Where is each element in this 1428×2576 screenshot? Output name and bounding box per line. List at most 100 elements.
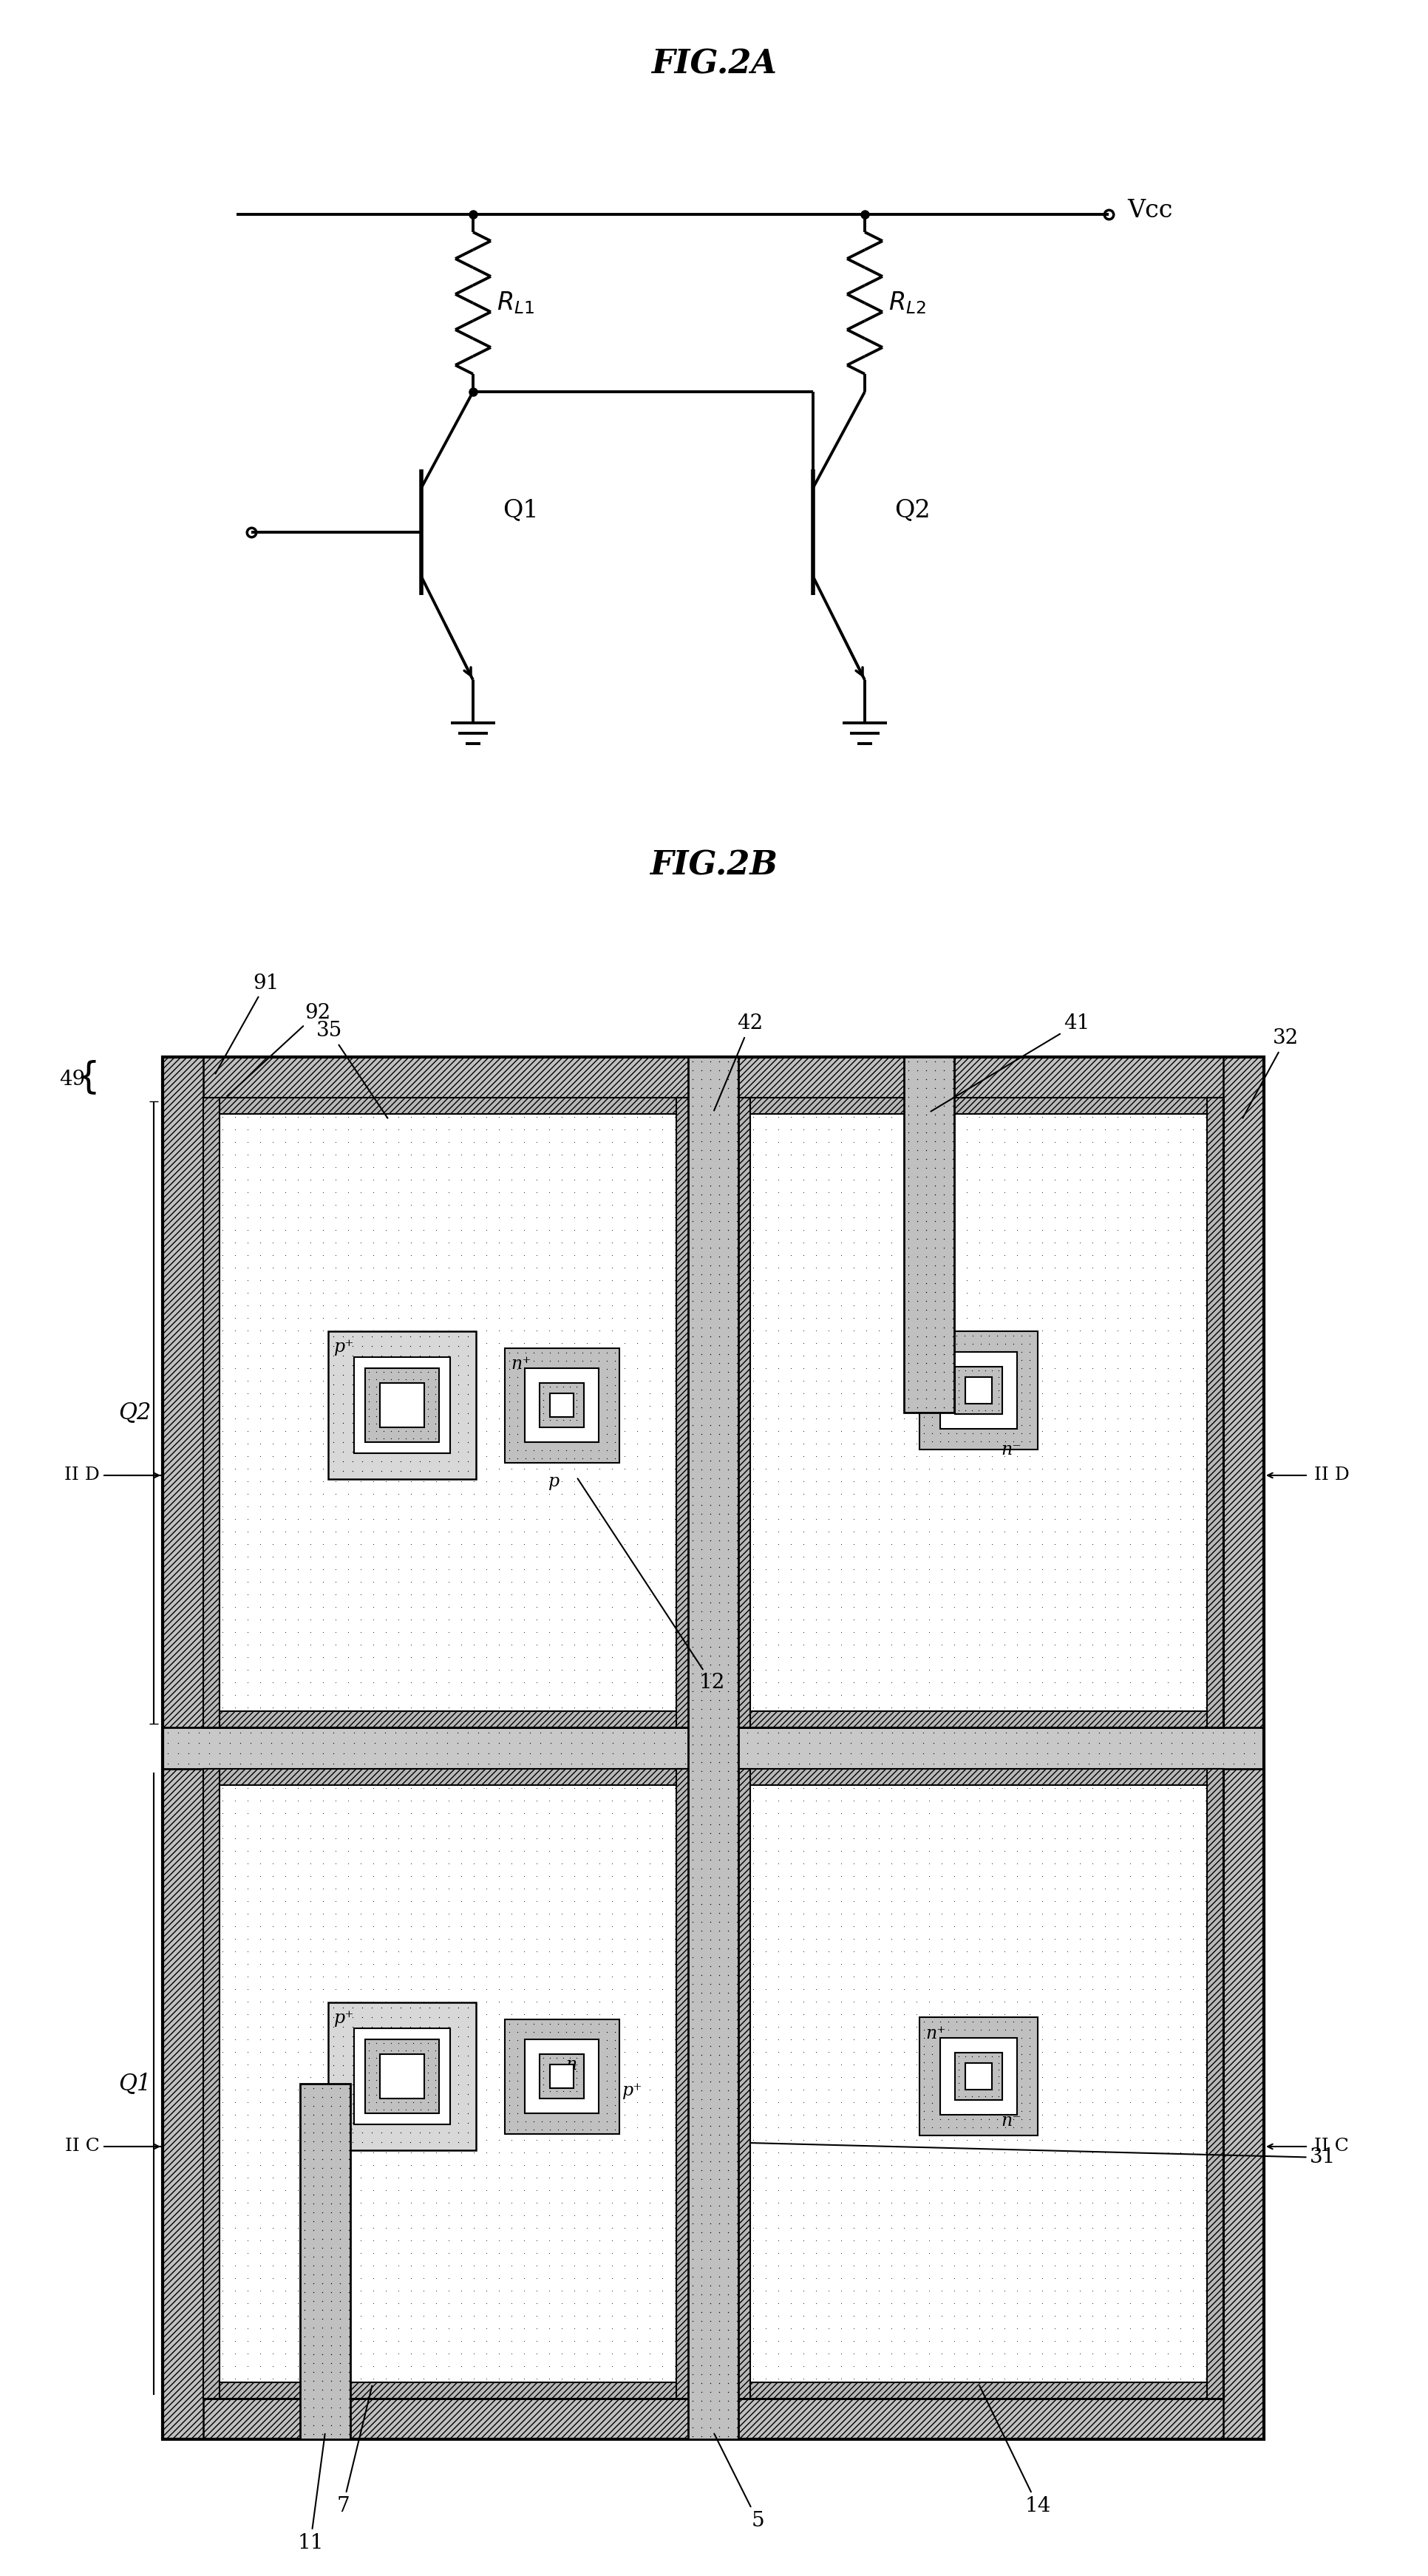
Bar <box>163 2398 1264 2439</box>
Bar <box>328 2002 476 2151</box>
Text: n⁻: n⁻ <box>1001 1440 1021 1458</box>
Bar <box>163 1056 1264 2439</box>
Bar <box>163 1728 1264 1770</box>
Text: n⁺: n⁺ <box>511 1355 531 1373</box>
Bar <box>203 1770 693 1785</box>
Bar <box>693 1056 734 2439</box>
Bar <box>920 1332 1038 1450</box>
Text: p⁺: p⁺ <box>334 2009 354 2027</box>
Bar <box>540 1383 584 1427</box>
Bar <box>203 1770 220 2398</box>
Text: 31: 31 <box>751 2143 1337 2166</box>
Bar <box>366 1368 438 1443</box>
Text: n: n <box>565 2056 577 2074</box>
Text: 49: 49 <box>59 1069 86 1090</box>
Bar <box>354 1358 450 1453</box>
Text: 5: 5 <box>714 2434 764 2530</box>
Bar <box>328 1332 476 1479</box>
Bar <box>1207 1097 1224 1728</box>
Bar <box>920 2017 1038 2136</box>
Bar <box>203 1097 693 1728</box>
Bar <box>300 2084 350 2439</box>
Text: II D: II D <box>64 1466 100 1484</box>
Bar <box>506 2020 620 2133</box>
Bar <box>366 2040 438 2112</box>
Bar <box>506 2020 620 2133</box>
Text: 92: 92 <box>227 1002 331 1097</box>
Text: 14: 14 <box>980 2385 1051 2517</box>
Text: Q2: Q2 <box>119 1401 151 1425</box>
Text: II D: II D <box>1314 1466 1349 1484</box>
Text: 41: 41 <box>931 1015 1090 1110</box>
Bar <box>734 1770 1224 1785</box>
Bar <box>550 1394 574 1417</box>
Bar <box>540 2053 584 2099</box>
Bar <box>677 1770 693 2398</box>
Bar <box>524 1368 598 1443</box>
Text: FIG.2B: FIG.2B <box>650 850 778 881</box>
Bar <box>955 2053 1002 2099</box>
Bar <box>688 1056 738 2439</box>
Bar <box>506 1347 620 1463</box>
Bar <box>677 1097 693 1728</box>
Text: 32: 32 <box>1242 1028 1299 1118</box>
Text: II C: II C <box>66 2138 100 2156</box>
Bar <box>904 1056 954 1412</box>
Text: p: p <box>548 1473 560 1489</box>
Bar <box>734 1710 1224 1728</box>
Bar <box>163 1056 203 2439</box>
Bar <box>203 1770 693 2398</box>
Bar <box>734 1097 1224 1728</box>
Bar <box>506 1347 620 1463</box>
Bar <box>354 2027 450 2125</box>
Bar <box>1207 1770 1224 2398</box>
Bar <box>904 1056 954 1412</box>
Bar <box>688 1056 738 2439</box>
Bar <box>1224 1056 1264 2439</box>
Text: 35: 35 <box>317 1020 387 1118</box>
Bar <box>203 1097 220 1728</box>
Bar <box>734 1097 750 1728</box>
Bar <box>540 2053 584 2099</box>
Text: Q1: Q1 <box>119 2071 151 2094</box>
Text: {: { <box>77 1059 100 1095</box>
Bar <box>524 2040 598 2112</box>
Text: Q2: Q2 <box>894 497 930 523</box>
Bar <box>734 2383 1224 2398</box>
Bar <box>380 1383 424 1427</box>
Text: 7: 7 <box>337 2385 373 2517</box>
Bar <box>955 1368 1002 1414</box>
Bar <box>328 1332 476 1479</box>
Bar <box>366 1368 438 1443</box>
Text: n⁺: n⁺ <box>925 2025 945 2043</box>
Bar <box>965 2063 992 2089</box>
Text: n⁺: n⁺ <box>925 1340 945 1355</box>
Bar <box>734 1097 1224 1728</box>
Bar <box>380 2053 424 2099</box>
Bar <box>328 2002 476 2151</box>
Text: 12: 12 <box>578 1479 725 1692</box>
Bar <box>300 2084 350 2439</box>
Bar <box>734 1770 750 2398</box>
Bar <box>550 2063 574 2089</box>
Bar <box>163 1056 1264 1097</box>
Bar <box>920 2017 1038 2136</box>
Bar <box>955 2053 1002 2099</box>
Text: Vcc: Vcc <box>1127 198 1172 222</box>
Bar <box>940 2038 1017 2115</box>
Text: Q1: Q1 <box>503 497 538 523</box>
Bar <box>540 1383 584 1427</box>
Bar <box>163 1728 1264 1770</box>
Text: II C: II C <box>1314 2138 1349 2156</box>
Text: $R_{L2}$: $R_{L2}$ <box>888 291 925 317</box>
Bar <box>203 2383 693 2398</box>
Text: $R_{L1}$: $R_{L1}$ <box>497 291 534 317</box>
Bar <box>734 1770 1224 2398</box>
Bar <box>734 1097 1224 1113</box>
Text: 11: 11 <box>297 2434 326 2553</box>
Text: FIG.2A: FIG.2A <box>651 49 777 80</box>
Bar <box>203 1770 693 2398</box>
Text: p⁺: p⁺ <box>623 2081 643 2099</box>
Bar <box>734 1770 1224 2398</box>
Bar <box>203 1097 693 1113</box>
